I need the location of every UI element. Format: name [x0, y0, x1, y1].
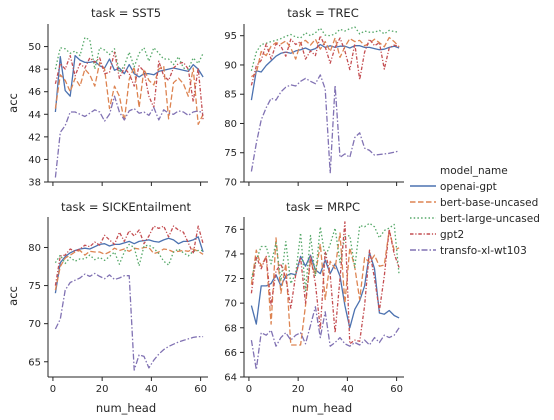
y-tick-label-sst5: 44	[28, 110, 41, 121]
y-tick-label-sst5: 50	[28, 42, 41, 53]
series-line-trec-bert-base-uncased	[251, 36, 400, 78]
y-tick-label-sickentailment: 75	[28, 281, 41, 292]
series-line-sickentailment-bert-base-uncased	[54, 246, 204, 291]
series-line-sst5-gpt2	[54, 51, 204, 120]
panel-sst5: task = SST5 38 40 42 44 46 48 50	[28, 6, 208, 189]
y-tick-label-sickentailment: 70	[28, 319, 41, 330]
legend-label-bert-large-uncased: bert-large-uncased	[440, 213, 540, 225]
y-axis-label-top: acc	[6, 93, 20, 113]
y-tick-label-trec: 70	[224, 178, 237, 189]
y-tick-label-trec: 95	[224, 31, 237, 42]
panel-title-mrpc: task = MRPC	[286, 200, 360, 214]
series-line-trec-transfo-xl-wt103	[250, 74, 400, 174]
legend-title: model_name	[440, 165, 508, 177]
legend-label-transfo-xl-wt103: transfo-xl-wt103	[440, 245, 527, 257]
y-tick-label-sickentailment: 80	[28, 243, 41, 254]
series-line-sickentailment-bert-large-uncased	[54, 243, 204, 267]
series-line-sickentailment-transfo-xl-wt103	[54, 272, 204, 371]
y-tick-label-mrpc: 70	[224, 299, 237, 310]
y-tick-label-mrpc: 74	[224, 249, 237, 260]
series-line-mrpc-transfo-xl-wt103	[250, 306, 400, 371]
legend-item-bert-base-uncased: bert-base-uncased	[410, 197, 538, 209]
x-tick-label-mrpc: 60	[390, 384, 403, 395]
panel-trec: task = TREC 70 75 80 85 90 95	[224, 6, 404, 189]
y-tick-label-trec: 90	[224, 60, 237, 71]
y-tick-label-mrpc: 64	[224, 373, 237, 384]
legend-item-gpt2: gpt2	[410, 229, 464, 241]
series-line-mrpc-bert-base-uncased	[250, 229, 400, 346]
y-tick-label-sst5: 46	[28, 87, 41, 98]
series-line-trec-bert-large-uncased	[250, 26, 400, 71]
y-tick-label-sst5: 38	[28, 178, 41, 189]
y-tick-label-sickentailment: 65	[28, 357, 41, 368]
y-axis-label-bottom: acc	[6, 286, 20, 306]
y-tick-label-trec: 75	[224, 148, 237, 159]
panel-title-sst5: task = SST5	[91, 6, 161, 20]
series-line-sst5-bert-base-uncased	[54, 61, 204, 126]
series-line-trec-gpt2	[250, 35, 400, 86]
y-tick-label-sst5: 40	[28, 155, 41, 166]
panel-title-sickentailment: task = SICKEntailment	[61, 200, 191, 214]
y-tick-label-mrpc: 76	[224, 225, 237, 236]
legend-label-gpt2: gpt2	[440, 229, 464, 241]
y-tick-label-mrpc: 66	[224, 348, 237, 359]
y-tick-label-trec: 85	[224, 90, 237, 101]
y-tick-label-mrpc: 68	[224, 323, 237, 334]
x-tick-label-mrpc: 0	[246, 384, 252, 395]
legend-item-bert-large-uncased: bert-large-uncased	[410, 213, 540, 225]
series-line-sst5-transfo-xl-wt103	[54, 95, 204, 178]
y-tick-label-trec: 80	[224, 119, 237, 130]
x-tick-label-sickentailment: 0	[50, 384, 56, 395]
x-tick-label-sickentailment: 60	[194, 384, 207, 395]
y-tick-label-sst5: 48	[28, 65, 41, 76]
legend: model_name openai-gpt bert-base-uncased …	[410, 165, 540, 257]
x-tick-label-sickentailment: 20	[96, 384, 109, 395]
legend-item-openai-gpt: openai-gpt	[410, 181, 497, 193]
series-line-sst5-bert-large-uncased	[54, 36, 204, 74]
panel-mrpc: task = MRPC 64 66 68 70 72 74 76 0 20 40 60	[224, 200, 404, 395]
series-line-sst5-openai-gpt	[54, 54, 204, 113]
y-tick-label-mrpc: 72	[224, 274, 237, 285]
y-tick-label-sst5: 42	[28, 132, 41, 143]
panel-title-trec: task = TREC	[287, 6, 358, 20]
x-axis-label-right: num_head	[292, 401, 352, 415]
x-axis-label-left: num_head	[96, 401, 156, 415]
panel-sickentailment: task = SICKEntailment 65 70 75 80 0 20 40 60	[28, 200, 208, 395]
legend-label-bert-base-uncased: bert-base-uncased	[440, 197, 538, 209]
legend-label-openai-gpt: openai-gpt	[440, 181, 497, 193]
x-tick-label-mrpc: 20	[292, 384, 305, 395]
legend-item-transfo-xl-wt103: transfo-xl-wt103	[410, 245, 527, 257]
x-tick-label-sickentailment: 40	[145, 384, 158, 395]
series-line-sickentailment-openai-gpt	[54, 236, 204, 294]
x-tick-label-mrpc: 40	[341, 384, 354, 395]
